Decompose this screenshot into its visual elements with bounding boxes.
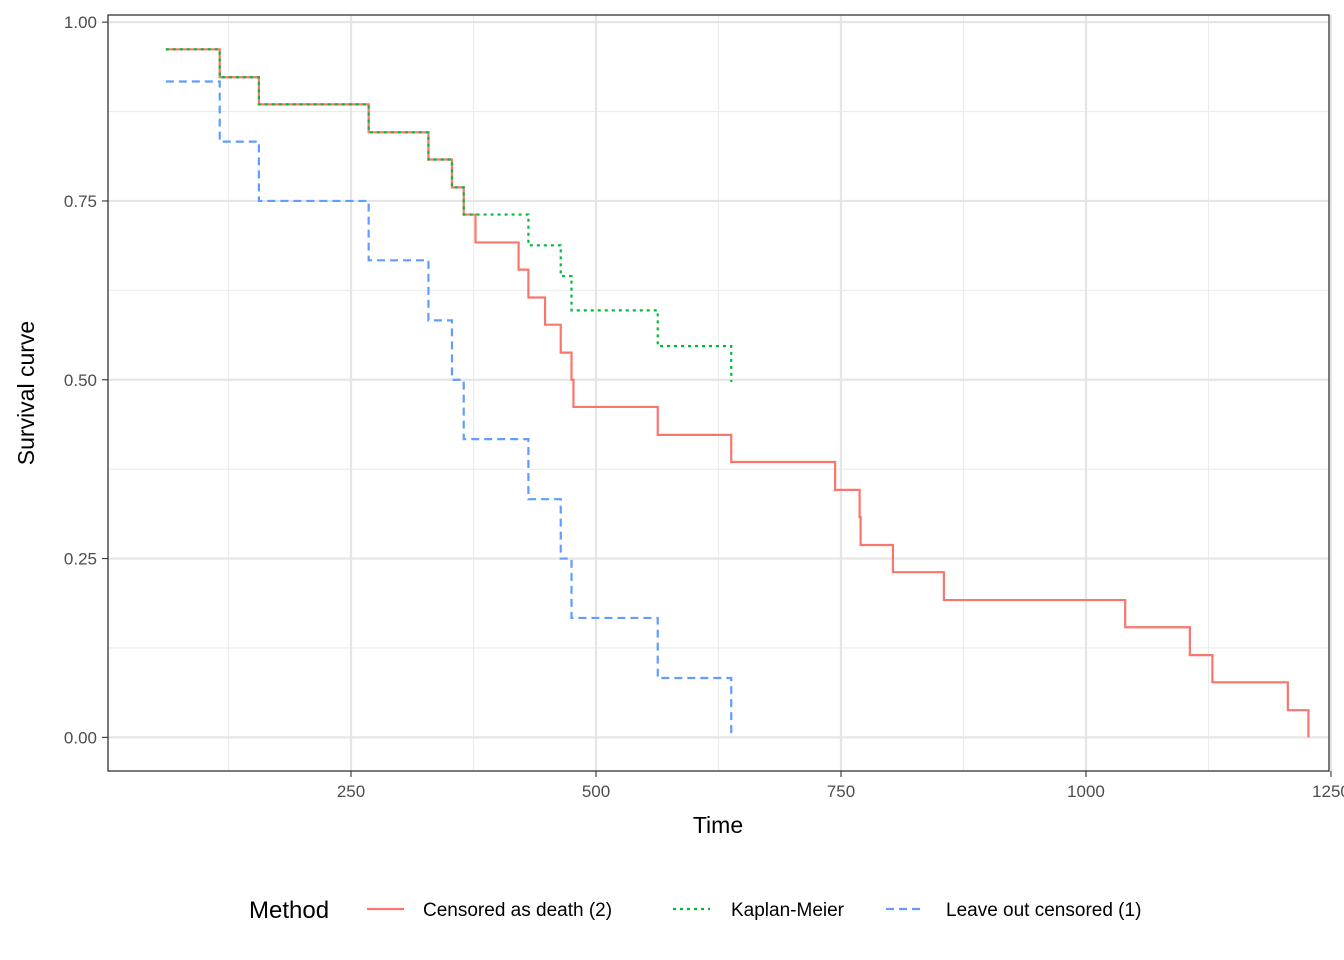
y-tick-label: 1.00 <box>64 13 97 32</box>
series-layer <box>165 48 1310 738</box>
series-line-2 <box>165 48 733 382</box>
y-tick-label: 0.00 <box>64 728 97 747</box>
y-tick-label: 0.75 <box>64 192 97 211</box>
y-axis: 0.00 0.25 0.50 0.75 1.00 <box>64 13 108 747</box>
legend-label-1: Censored as death (2) <box>423 900 612 921</box>
y-tick-label: 0.50 <box>64 371 97 390</box>
x-axis-title: Time <box>693 812 743 838</box>
legend-label-2: Kaplan-Meier <box>731 900 845 921</box>
y-tick-label: 0.25 <box>64 550 97 569</box>
legend-title: Method <box>249 897 329 924</box>
x-tick-label: 750 <box>827 782 855 801</box>
x-tick-label: 250 <box>337 782 365 801</box>
grid-lines <box>108 15 1333 771</box>
x-tick-label: 1000 <box>1067 782 1105 801</box>
x-tick-label: 500 <box>582 782 610 801</box>
legend: Method Censored as death (2) Kaplan-Meier… <box>249 897 1141 924</box>
legend-label-3: Leave out censored (1) <box>946 900 1141 921</box>
plot-border <box>107 14 1330 772</box>
y-axis-title: Survival curve <box>13 321 39 465</box>
